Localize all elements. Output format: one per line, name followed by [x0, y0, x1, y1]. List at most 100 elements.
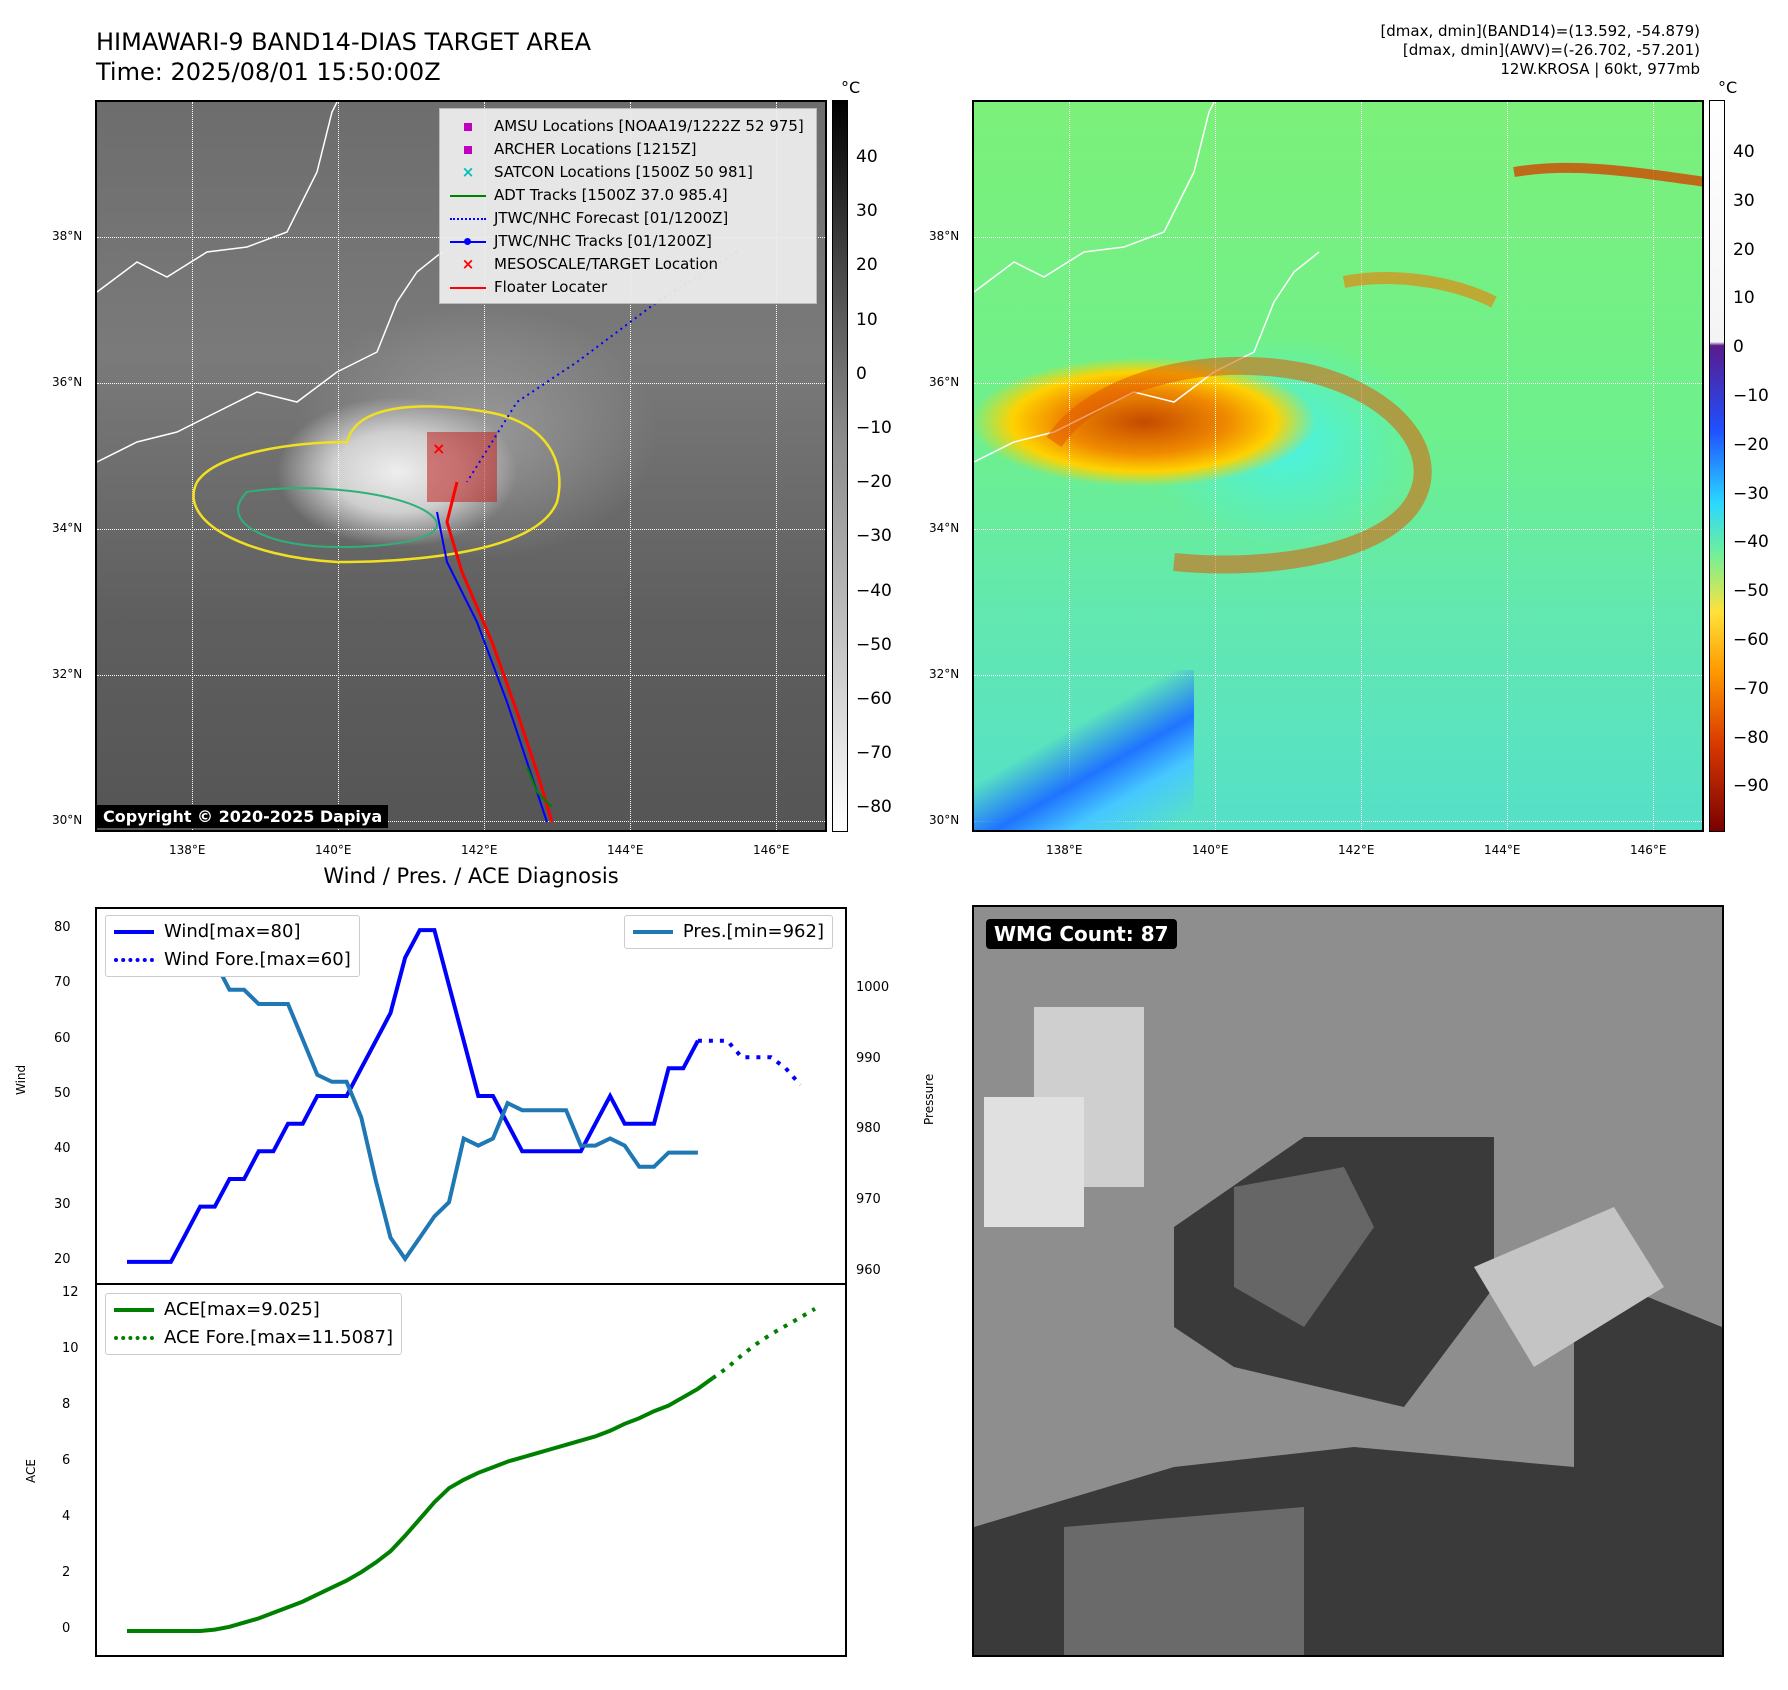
ace-tick-label: 0 — [62, 1621, 71, 1636]
lat-label: 32°N — [52, 667, 83, 681]
colorbar2-unit: °C — [1718, 78, 1738, 97]
dotted-line-icon — [114, 1336, 154, 1340]
series-line-1 — [711, 1307, 817, 1380]
wind-tick-label: 50 — [54, 1086, 71, 1101]
copyright-label: Copyright © 2020-2025 Dapiya — [97, 805, 389, 828]
awv-map — [972, 100, 1704, 832]
lon-label: 142°E — [461, 843, 498, 857]
dotted-line-icon — [114, 958, 154, 962]
legend-floater: Floater Locater — [448, 276, 808, 299]
colorbar2-tick-label: −50 — [1733, 581, 1769, 602]
wind-tick-label: 40 — [54, 1141, 71, 1157]
pressure-tick-label: 980 — [856, 1121, 881, 1137]
colorbar2-tick-label: 30 — [1733, 190, 1755, 211]
lat-label: 34°N — [929, 521, 960, 535]
colorbar1-tick-label: −80 — [856, 797, 892, 818]
wind-tick-label: 70 — [54, 975, 71, 991]
info-block: [dmax, dmin](BAND14)=(13.592, -54.879) [… — [1380, 22, 1700, 79]
colorbar2-tick-label: −70 — [1733, 678, 1769, 699]
info-line-awv: [dmax, dmin](AWV)=(-26.702, -57.201) — [1402, 41, 1700, 59]
solid-line-icon — [114, 930, 154, 934]
ace-chart: ACE[max=9.025] ACE Fore.[max=11.5087] — [95, 1283, 847, 1657]
line-dot-icon — [450, 237, 486, 245]
lon-label: 140°E — [315, 843, 352, 857]
colorbar1-tick-label: −50 — [856, 634, 892, 655]
x-marker-icon: × — [461, 255, 475, 273]
square-marker-icon — [464, 122, 472, 131]
lat-label: 36°N — [929, 375, 960, 389]
wind-tick-label: 60 — [54, 1030, 71, 1046]
colorbar1-tick-label: 10 — [856, 309, 878, 330]
colorbar2-tick-label: −40 — [1733, 532, 1769, 553]
wmg-image — [974, 907, 1722, 1655]
legend-adt: ADT Tracks [1500Z 37.0 985.4] — [448, 184, 808, 207]
colorbar2-tick-label: −80 — [1733, 727, 1769, 748]
colorbar1-tick-label: −10 — [856, 418, 892, 438]
series-line-0 — [127, 1376, 714, 1633]
info-line-band14: [dmax, dmin](BAND14)=(13.592, -54.879) — [1380, 22, 1700, 40]
colorbar1-tick-label: −20 — [856, 472, 892, 493]
square-marker-icon — [464, 145, 472, 154]
colorbar1-tick-label: −60 — [856, 689, 892, 709]
ace-tick-label: 12 — [62, 1285, 79, 1300]
colorbar2-tick-label: −30 — [1733, 483, 1769, 504]
colorbar1-tick-label: 30 — [856, 201, 878, 222]
colorbar1-tick-label: 20 — [856, 255, 878, 276]
ace-tick-label: 4 — [62, 1509, 71, 1524]
colorbar2-tick-label: −60 — [1733, 630, 1769, 650]
colorbar2-tick-label: 10 — [1733, 288, 1755, 309]
legend-mesoscale: × MESOSCALE/TARGET Location — [448, 253, 808, 276]
wind-tick-label: 30 — [54, 1196, 71, 1212]
wind-axis-label: Wind — [14, 1064, 28, 1095]
lon-label: 146°E — [753, 843, 790, 857]
chart-time: Time: 2025/08/01 15:50:00Z — [96, 58, 441, 86]
wind-legend: Wind[max=80] Wind Fore.[max=60] — [105, 915, 360, 977]
wind-pressure-chart: Wind[max=80] Wind Fore.[max=60] Pres.[mi… — [95, 907, 847, 1285]
lat-label: 38°N — [929, 229, 960, 243]
lon-label: 144°E — [1484, 843, 1521, 857]
legend-satcon: × SATCON Locations [1500Z 50 981] — [448, 161, 808, 184]
map2-overlay — [974, 102, 1702, 574]
colorbar2-tick-label: −10 — [1733, 386, 1769, 406]
legend-jtwc-forecast: JTWC/NHC Forecast [01/1200Z] — [448, 207, 808, 230]
colorbar1-tick-label: −30 — [856, 526, 892, 547]
colorbar1-tick-label: 0 — [856, 363, 867, 384]
legend-jtwc-tracks: JTWC/NHC Tracks [01/1200Z] — [448, 230, 808, 253]
colorbar1 — [832, 100, 848, 832]
lon-label: 138°E — [169, 843, 206, 857]
colorbar2-tick-label: 0 — [1733, 337, 1744, 358]
ace-tick-label: 10 — [62, 1341, 79, 1356]
dotted-line-icon — [450, 217, 486, 220]
ace-tick-label: 2 — [62, 1565, 71, 1580]
ace-tick-label: 6 — [62, 1453, 71, 1468]
ace-plot — [127, 1307, 817, 1633]
solid-line-icon — [450, 194, 486, 197]
colorbar1-tick-label: −70 — [856, 743, 892, 764]
pressure-tick-label: 990 — [856, 1050, 881, 1066]
wind-tick-label: 20 — [54, 1251, 71, 1267]
info-line-storm: 12W.KROSA | 60kt, 977mb — [1500, 60, 1700, 78]
colorbar2 — [1709, 100, 1725, 832]
series-line-0 — [127, 928, 700, 1264]
lon-label: 142°E — [1338, 843, 1375, 857]
x-marker-icon: × — [461, 163, 475, 181]
colorbar2-tick-label: −20 — [1733, 434, 1769, 455]
chart-title: HIMAWARI-9 BAND14-DIAS TARGET AREA — [96, 28, 592, 56]
pressure-tick-label: 970 — [856, 1192, 881, 1208]
colorbar2-tick-label: 40 — [1733, 142, 1755, 162]
lat-label: 30°N — [929, 813, 960, 827]
wind-tick-label: 80 — [54, 920, 71, 936]
ace-legend: ACE[max=9.025] ACE Fore.[max=11.5087] — [105, 1293, 402, 1355]
map-legend: AMSU Locations [NOAA19/1222Z 52 975] ARC… — [439, 108, 817, 304]
diagnosis-title: Wind / Pres. / ACE Diagnosis — [323, 864, 619, 888]
solid-line-icon — [450, 286, 486, 289]
solid-line-icon — [114, 1308, 154, 1312]
map1-overlay: × — [97, 102, 738, 823]
ace-axis-label: ACE — [24, 1459, 38, 1483]
lon-label: 140°E — [1192, 843, 1229, 857]
pressure-tick-label: 960 — [856, 1263, 881, 1278]
band14-map: × AMSU Locations [NOAA19/1222Z 52 975] A… — [95, 100, 827, 832]
target-x-icon: × — [432, 439, 445, 458]
lat-label: 32°N — [929, 667, 960, 681]
colorbar2-tick-label: −90 — [1733, 776, 1769, 797]
